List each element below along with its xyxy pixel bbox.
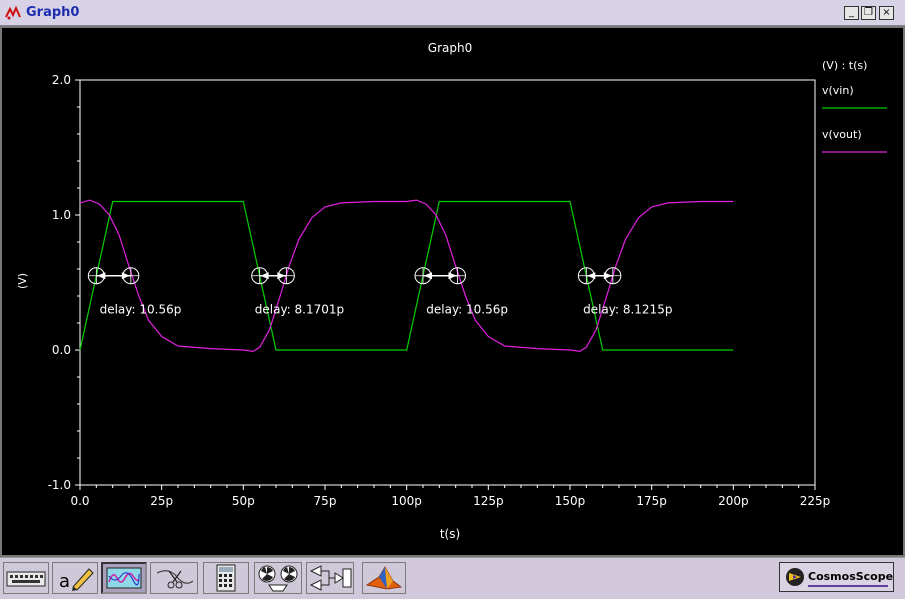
minimize-button[interactable]: _ (844, 6, 859, 20)
delay-annotation[interactable]: delay: 10.56p (87, 267, 182, 317)
y-tick-label: 0.0 (52, 343, 71, 357)
annotate-pencil-icon: a (59, 568, 94, 592)
annotate-button[interactable]: a (52, 562, 98, 594)
delay-label: delay: 10.56p (100, 303, 182, 317)
y-tick-label: 1.0 (52, 208, 71, 222)
x-axis-label: t(s) (440, 527, 460, 541)
x-tick-label: 0.0 (70, 494, 89, 508)
calculator-icon (216, 564, 236, 592)
legend-label: v(vin) (822, 84, 854, 97)
plot-frame (79, 79, 816, 486)
measurement-button[interactable] (306, 562, 354, 594)
radiation-button[interactable] (254, 562, 302, 594)
app-icon (5, 6, 21, 20)
chart-title: Graph0 (428, 41, 472, 55)
unit-label: (V) : t(s) (822, 59, 867, 72)
legend-label: v(vout) (822, 128, 862, 141)
graph-panel: 0.0 25p 50p 75p 100p 125p 150p 175p 200p 225p -1.0… (0, 26, 905, 557)
bottom-toolbar: a (0, 557, 905, 599)
waveform-chart[interactable]: 0.0 25p 50p 75p 100p 125p 150p 175p 200p 225p -1.0… (2, 28, 903, 555)
x-tick-label: 225p (800, 494, 831, 508)
x-tick-label: 25p (150, 494, 173, 508)
delay-label: delay: 8.1701p (255, 303, 344, 317)
scissors-icon (156, 570, 194, 589)
x-tick-label: 175p (636, 494, 667, 508)
series-line-v-vin- (79, 200, 734, 351)
y-axis-label: (V) (16, 273, 29, 289)
x-tick-label: 100p (391, 494, 422, 508)
window-titlebar: Graph0 _ ❐ × (0, 0, 905, 26)
x-tick-label: 150p (555, 494, 586, 508)
svg-text:a: a (59, 571, 70, 592)
delay-annotation[interactable]: delay: 10.56p (414, 267, 508, 317)
restore-button[interactable]: ❐ (861, 6, 876, 20)
scissors-button[interactable] (150, 562, 198, 594)
x-tick-label: 125p (473, 494, 504, 508)
cosmosscope-logo-icon (786, 568, 804, 586)
window-title: Graph0 (26, 5, 80, 20)
matlab-icon (365, 566, 403, 590)
delay-label: delay: 8.1215p (583, 303, 672, 317)
delay-annotation[interactable]: delay: 8.1215p (577, 267, 672, 317)
keyboard-button[interactable] (3, 562, 49, 594)
waveform-button[interactable] (101, 562, 147, 594)
cosmosscope-logo: CosmosScope (779, 562, 894, 592)
matlab-button[interactable] (362, 562, 406, 594)
radiation-icon (258, 565, 298, 592)
measurement-icon (309, 565, 352, 591)
y-tick-label: -1.0 (48, 478, 71, 492)
cosmosscope-logo-text: CosmosScope (808, 570, 894, 583)
waveform-display-icon (106, 567, 142, 589)
x-tick-label: 50p (232, 494, 255, 508)
calculator-button[interactable] (203, 562, 249, 594)
close-button[interactable]: × (879, 6, 894, 20)
y-tick-label: 2.0 (52, 73, 71, 87)
delay-label: delay: 10.56p (426, 303, 508, 317)
series-line-v-vout- (79, 199, 734, 353)
delay-annotation[interactable]: delay: 8.1701p (251, 267, 344, 317)
logo-underline (808, 585, 888, 587)
keyboard-icon (6, 571, 46, 587)
x-tick-label: 200p (718, 494, 749, 508)
x-tick-label: 75p (314, 494, 337, 508)
